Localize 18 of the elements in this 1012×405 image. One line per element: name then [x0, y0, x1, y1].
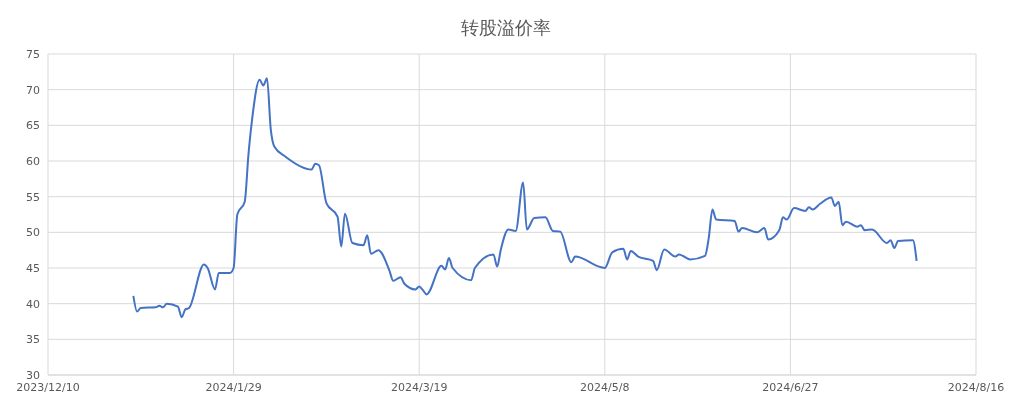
- y-tick-label: 40: [26, 297, 40, 311]
- chart-title: 转股溢价率: [460, 16, 552, 40]
- y-tick-label: 35: [26, 333, 40, 347]
- x-tick-label: 2024/3/19: [391, 380, 448, 394]
- line-series: [132, 77, 918, 319]
- y-tick-label: 50: [26, 226, 40, 240]
- x-tick-label: 2024/1/29: [205, 380, 262, 394]
- y-tick-label: 70: [26, 83, 40, 97]
- y-tick-label: 55: [26, 190, 40, 204]
- y-tick-label: 65: [26, 119, 40, 133]
- x-tick-label: 2024/6/27: [762, 380, 819, 394]
- x-tick-label: 2024/8/16: [947, 380, 1005, 394]
- x-tick-label: 2024/5/8: [580, 380, 630, 394]
- x-tick-label: 2023/12/10: [16, 380, 80, 394]
- y-tick-label: 45: [26, 261, 40, 275]
- y-tick-label: 75: [26, 47, 40, 61]
- y-tick-label: 60: [26, 154, 40, 168]
- y-tick-label: 30: [26, 368, 40, 382]
